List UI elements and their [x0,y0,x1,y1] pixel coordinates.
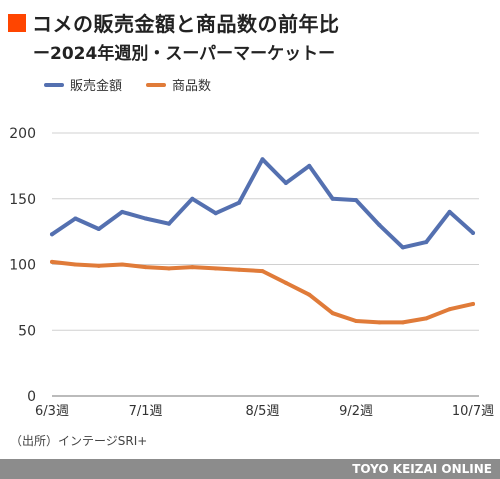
data-point-items [237,267,242,272]
data-point-items [120,262,125,267]
data-point-sales [283,180,288,185]
data-point-items [283,280,288,285]
data-point-items [400,320,405,325]
data-point-items [73,262,78,267]
legend-swatch-items [146,82,167,87]
data-point-items [96,263,101,268]
footer-brand-bar: TOYO KEIZAI ONLINE [0,459,500,479]
data-point-sales [354,198,359,203]
data-point-sales [143,216,148,221]
legend-item-items: 商品数 [146,75,211,94]
data-point-items [424,316,429,321]
data-point-sales [213,211,218,216]
line-chart: 0 50 100 150 200 6/3週 7/1週 8/5週 9/2週 10/7週 [9,126,494,419]
data-point-sales [260,157,265,162]
x-tick-label: 6/3週 [35,404,69,419]
series-line-sales [50,157,475,250]
data-point-items [377,320,382,325]
data-point-sales [330,196,335,201]
data-point-items [190,265,195,270]
y-tick-label: 100 [9,258,36,274]
y-tick-label: 50 [18,323,36,339]
y-tick-label: 0 [27,389,36,405]
data-point-sales [424,240,429,245]
source-note: （出所）インテージSRI+ [10,434,148,448]
y-tick-label: 150 [9,192,36,208]
chart-legend: 販売金額 商品数 [44,75,235,94]
data-point-sales [377,223,382,228]
data-point-items [213,266,218,271]
data-point-items [143,265,148,270]
data-point-sales [471,230,475,235]
chart-subtitle: ー2024年週別・スーパーマーケットー [33,44,336,64]
title-accent-square [8,13,26,32]
x-tick-label: 10/7週 [452,404,494,419]
data-point-items [307,292,312,297]
data-point-items [447,307,452,312]
legend-item-sales: 販売金額 [44,75,122,94]
x-tick-label: 7/1週 [129,404,163,419]
data-point-items [471,301,475,306]
y-tick-label: 200 [9,126,36,142]
data-point-items [260,269,265,274]
data-point-items [330,311,335,316]
legend-swatch-sales [44,82,64,87]
data-point-sales [166,221,171,226]
legend-label-items: 商品数 [172,79,212,94]
legend-label-sales: 販売金額 [70,79,123,94]
data-point-sales [190,196,195,201]
data-point-sales [400,245,405,250]
data-point-items [354,319,359,324]
data-point-items [50,259,54,264]
data-point-sales [307,163,312,168]
x-tick-label: 8/5週 [246,404,280,419]
data-point-sales [237,200,242,205]
data-point-sales [50,232,54,237]
data-point-sales [73,216,78,221]
data-point-items [166,266,171,271]
data-point-sales [96,226,101,231]
data-point-sales [120,209,125,214]
x-tick-label: 9/2週 [339,404,373,419]
chart-title: コメの販売金額と商品数の前年比 [32,12,340,36]
title-row: コメの販売金額と商品数の前年比 [8,8,340,37]
data-point-sales [447,209,452,214]
